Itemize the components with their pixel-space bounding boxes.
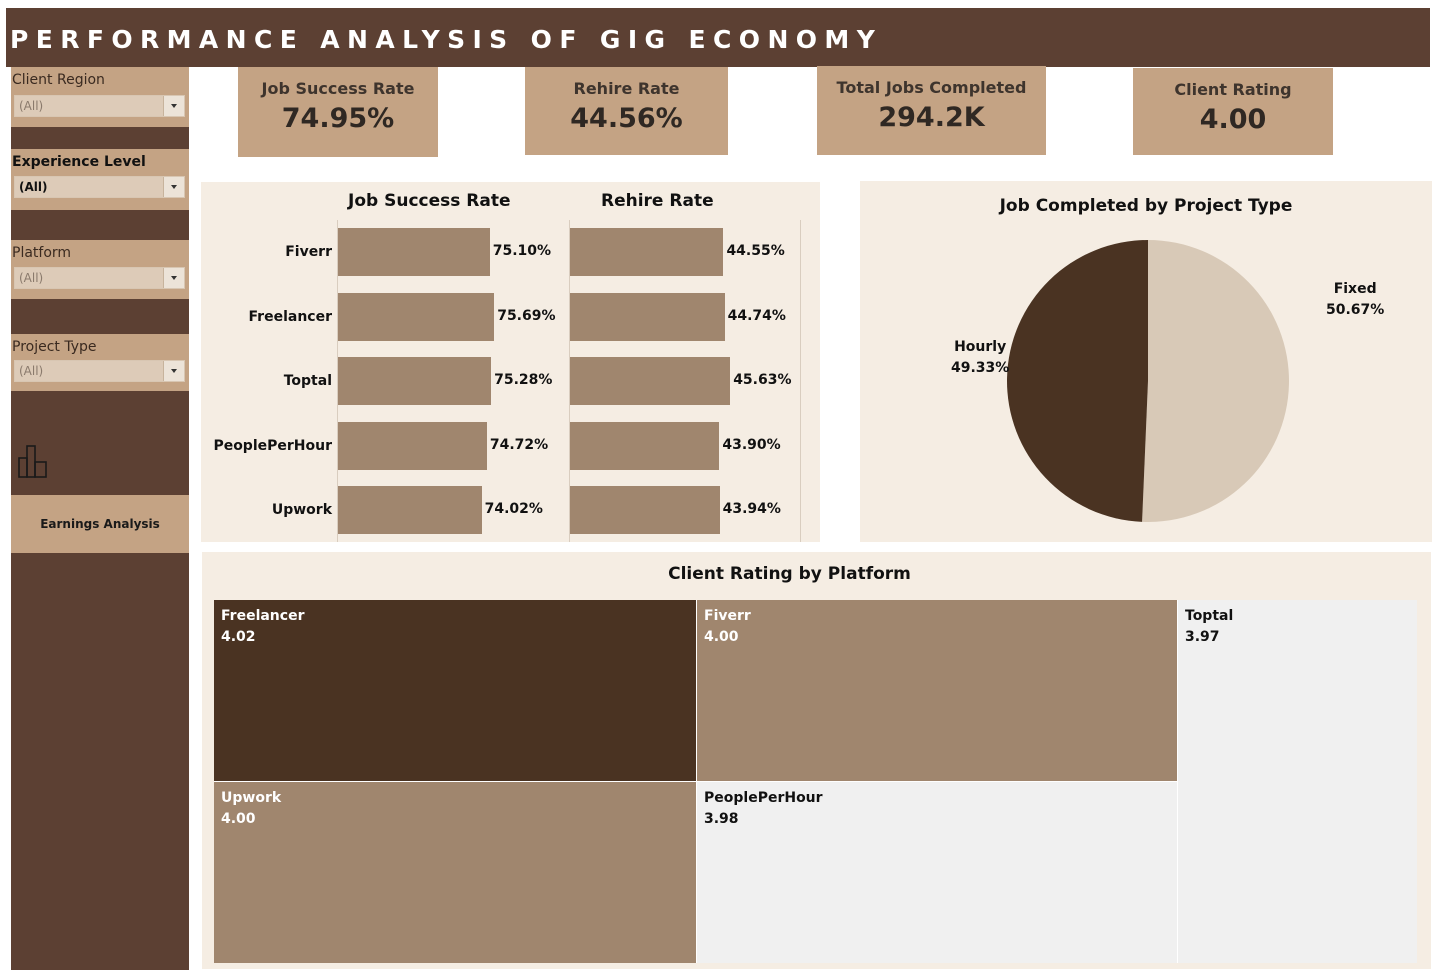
treemap-title: Client Rating by Platform — [668, 564, 911, 584]
client-region-dropdown[interactable]: (All) — [14, 95, 185, 117]
bar-category-label: PeoplePerHour — [213, 437, 332, 454]
bar[interactable] — [570, 228, 724, 276]
bar-data-label: 45.63% — [733, 372, 792, 388]
filter-platform: Platform (All) — [11, 240, 189, 299]
filter-project-type: Project Type (All) — [11, 334, 189, 391]
dashboard-title: PERFORMANCE ANALYSIS OF GIG ECONOMY — [10, 25, 883, 54]
chevron-down-icon[interactable] — [163, 361, 184, 381]
filter-label: Platform — [12, 245, 72, 261]
bar[interactable] — [570, 357, 731, 405]
pie-slice-fixed[interactable] — [1142, 240, 1289, 522]
treemap-cell-value: 4.00 — [221, 811, 256, 827]
pie-slice-hourly[interactable] — [1007, 240, 1148, 522]
earnings-analysis-button[interactable]: Earnings Analysis — [11, 495, 189, 553]
pie-label-hourly: Hourly 49.33% — [951, 337, 1009, 379]
pie-label-value: 49.33% — [951, 360, 1010, 376]
bar-category-label: Freelancer — [248, 308, 332, 325]
treemap-cell-peopleperhour[interactable]: PeoplePerHour 3.98 — [697, 782, 1177, 963]
bar-series-title-job-success: Job Success Rate — [348, 191, 511, 211]
chevron-down-icon[interactable] — [163, 96, 184, 116]
kpi-value: 74.95% — [281, 103, 395, 134]
bar-data-label: 75.28% — [494, 372, 553, 388]
treemap-cell-toptal[interactable]: Toptal 3.97 — [1178, 600, 1417, 963]
bar-data-label: 74.02% — [484, 501, 543, 517]
pie-label-value: 50.67% — [1326, 302, 1385, 318]
pie-label-name: Fixed — [1333, 281, 1377, 297]
filter-client-region: Client Region (All) — [11, 67, 189, 127]
treemap-cell-freelancer[interactable]: Freelancer 4.02 — [214, 600, 696, 781]
bar-data-label: 44.74% — [727, 307, 786, 324]
treemap-cell-name: Toptal — [1185, 608, 1234, 624]
filter-experience-level: Experience Level (All) — [11, 149, 189, 210]
bar-category-label: Upwork — [271, 502, 332, 518]
bar-data-label: 75.69% — [497, 307, 556, 324]
kpi-value: 44.56% — [570, 103, 683, 134]
kpi-label: Job Success Rate — [261, 79, 415, 98]
dropdown-value: (All) — [19, 364, 44, 378]
kpi-label: Rehire Rate — [573, 79, 680, 98]
project-type-dropdown[interactable]: (All) — [14, 360, 185, 382]
bar-series-title-rehire: Rehire Rate — [601, 191, 714, 211]
treemap-cell-value: 3.97 — [1185, 629, 1220, 645]
client-rating-treemap-panel: Client Rating by Platform Freelancer 4.02… — [202, 552, 1431, 969]
bar-data-label: 75.10% — [492, 243, 552, 259]
kpi-value: 4.00 — [1199, 104, 1267, 135]
kpi-job-success-rate: Job Success Rate 74.95% — [238, 67, 438, 157]
treemap-cell-upwork[interactable]: Upwork 4.00 — [214, 782, 696, 963]
filter-label: Client Region — [12, 72, 105, 88]
axis-line — [800, 220, 801, 542]
filter-sidebar: Client Region (All) Experience Level (Al… — [11, 67, 189, 970]
treemap-cell-value: 3.98 — [704, 811, 739, 827]
earnings-analysis-label: Earnings Analysis — [40, 517, 160, 531]
treemap-cell-value: 4.00 — [704, 629, 739, 645]
bar-data-label: 74.72% — [489, 436, 549, 453]
kpi-client-rating: Client Rating 4.00 — [1133, 68, 1333, 155]
kpi-label: Client Rating — [1174, 80, 1292, 99]
kpi-rehire-rate: Rehire Rate 44.56% — [525, 67, 728, 155]
bar[interactable] — [570, 421, 720, 470]
bar-category-label: Toptal — [283, 373, 332, 389]
bar-data-label: 43.90% — [722, 436, 781, 453]
experience-level-dropdown[interactable]: (All) — [14, 176, 185, 198]
dropdown-value: (All) — [19, 271, 44, 285]
treemap: Freelancer 4.02 Fiverr 4.00 Toptal 3.97 Upwork… — [214, 600, 1417, 963]
filter-label: Experience Level — [12, 154, 146, 170]
bar-data-label: 44.55% — [726, 243, 785, 259]
treemap-cell-name: Fiverr — [704, 608, 751, 624]
pie-chart — [1007, 240, 1289, 522]
bar[interactable] — [338, 228, 490, 276]
platform-dropdown[interactable]: (All) — [14, 267, 185, 289]
bar[interactable] — [570, 292, 725, 341]
bar-category-label: Fiverr — [285, 244, 332, 260]
kpi-value: 294.2K — [878, 102, 985, 133]
axis-line — [569, 220, 570, 542]
pie-label-fixed: Fixed 50.67% — [1326, 279, 1384, 321]
treemap-cell-fiverr[interactable]: Fiverr 4.00 — [697, 600, 1177, 781]
platform-bar-chart: Job Success Rate Rehire Rate Fiverr 75.10… — [201, 182, 820, 542]
kpi-label: Total Jobs Completed — [836, 78, 1027, 97]
bar[interactable] — [338, 292, 495, 341]
treemap-cell-name: PeoplePerHour — [704, 790, 823, 806]
dashboard-header: PERFORMANCE ANALYSIS OF GIG ECONOMY — [6, 8, 1430, 67]
treemap-cell-name: Upwork — [221, 790, 282, 806]
kpi-total-jobs-completed: Total Jobs Completed 294.2K — [817, 66, 1046, 155]
treemap-cell-value: 4.02 — [221, 629, 256, 645]
project-type-pie-panel: Job Completed by Project Type Fixed 50.6… — [860, 181, 1432, 542]
dropdown-value: (All) — [19, 180, 48, 194]
bar[interactable] — [570, 486, 720, 534]
bar[interactable] — [338, 357, 492, 405]
bar[interactable] — [338, 421, 487, 470]
bar[interactable] — [338, 486, 482, 534]
dropdown-value: (All) — [19, 99, 44, 113]
pie-chart-title: Job Completed by Project Type — [999, 196, 1293, 216]
pie-label-name: Hourly — [954, 339, 1007, 355]
bar-chart-icon[interactable] — [18, 444, 50, 478]
chevron-down-icon[interactable] — [163, 268, 184, 288]
axis-line — [337, 220, 338, 542]
bar-data-label: 43.94% — [722, 501, 781, 517]
chevron-down-icon[interactable] — [163, 177, 184, 197]
filter-label: Project Type — [12, 339, 97, 355]
treemap-cell-name: Freelancer — [221, 608, 305, 624]
